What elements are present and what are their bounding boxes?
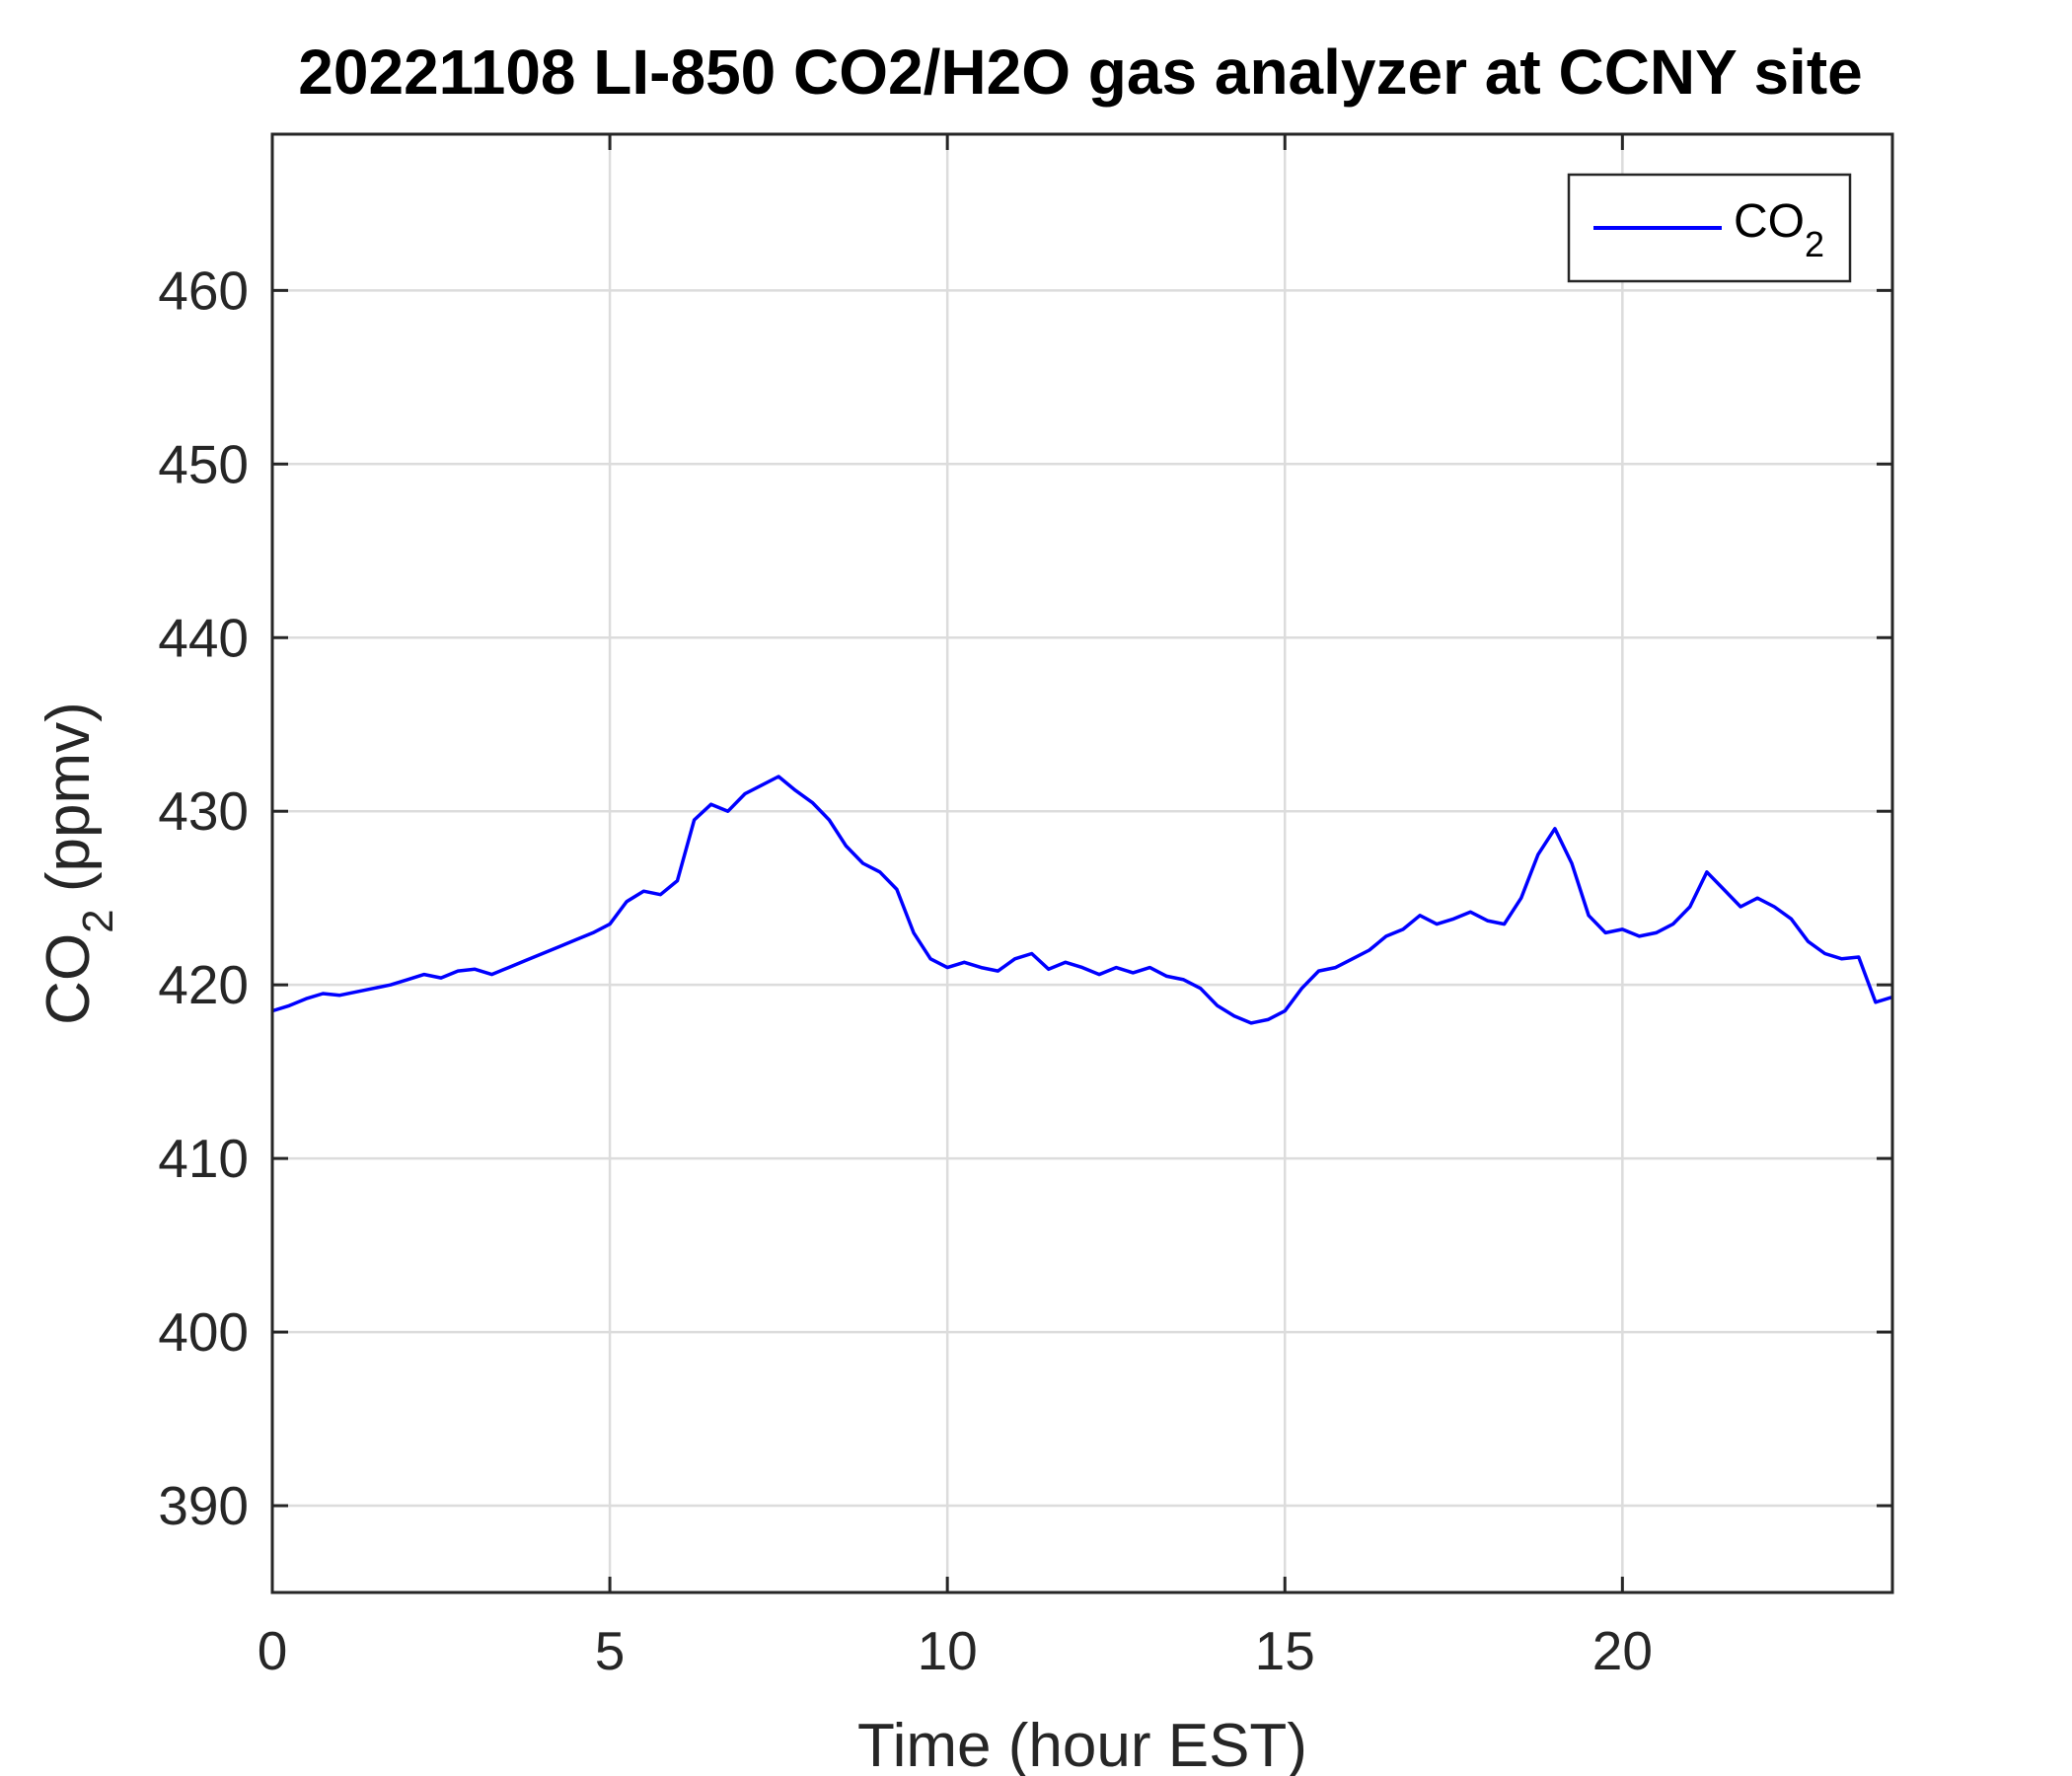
x-tick-label: 5 (595, 1620, 626, 1681)
legend-label-main: CO (1734, 195, 1805, 248)
chart-title: 20221108 LI-850 CO2/H2O gas analyzer at … (298, 37, 1862, 108)
y-tick-label: 430 (158, 780, 249, 842)
y-tick-label: 400 (158, 1301, 249, 1363)
y-tick-label: 450 (158, 433, 249, 494)
y-tick-label: 420 (158, 954, 249, 1015)
y-axis-label: CO2 (ppmv) (35, 702, 122, 1025)
y-axis-label-units: (ppmv) (35, 702, 103, 909)
y-axis-label-main: CO (35, 933, 103, 1025)
axis-ticks: 390 400 410 420 430 440 450 460 0 5 10 15 20 (158, 134, 1892, 1681)
y-axis-label-subscript: 2 (74, 909, 122, 932)
y-tick-label: 410 (158, 1128, 249, 1189)
x-tick-label: 10 (918, 1620, 978, 1681)
legend-label-co2: CO2 (1734, 195, 1824, 264)
x-tick-label: 15 (1255, 1620, 1315, 1681)
x-tick-label: 20 (1592, 1620, 1653, 1681)
x-axis-label: Time (hour EST) (857, 1712, 1307, 1776)
legend: CO2 (1567, 173, 1852, 283)
y-tick-label: 460 (158, 259, 249, 321)
y-tick-label: 440 (158, 607, 249, 668)
y-tick-label: 390 (158, 1475, 249, 1536)
legend-label-subscript: 2 (1805, 224, 1824, 264)
x-tick-label: 0 (258, 1620, 288, 1681)
plot-area-frame (270, 132, 1894, 1594)
